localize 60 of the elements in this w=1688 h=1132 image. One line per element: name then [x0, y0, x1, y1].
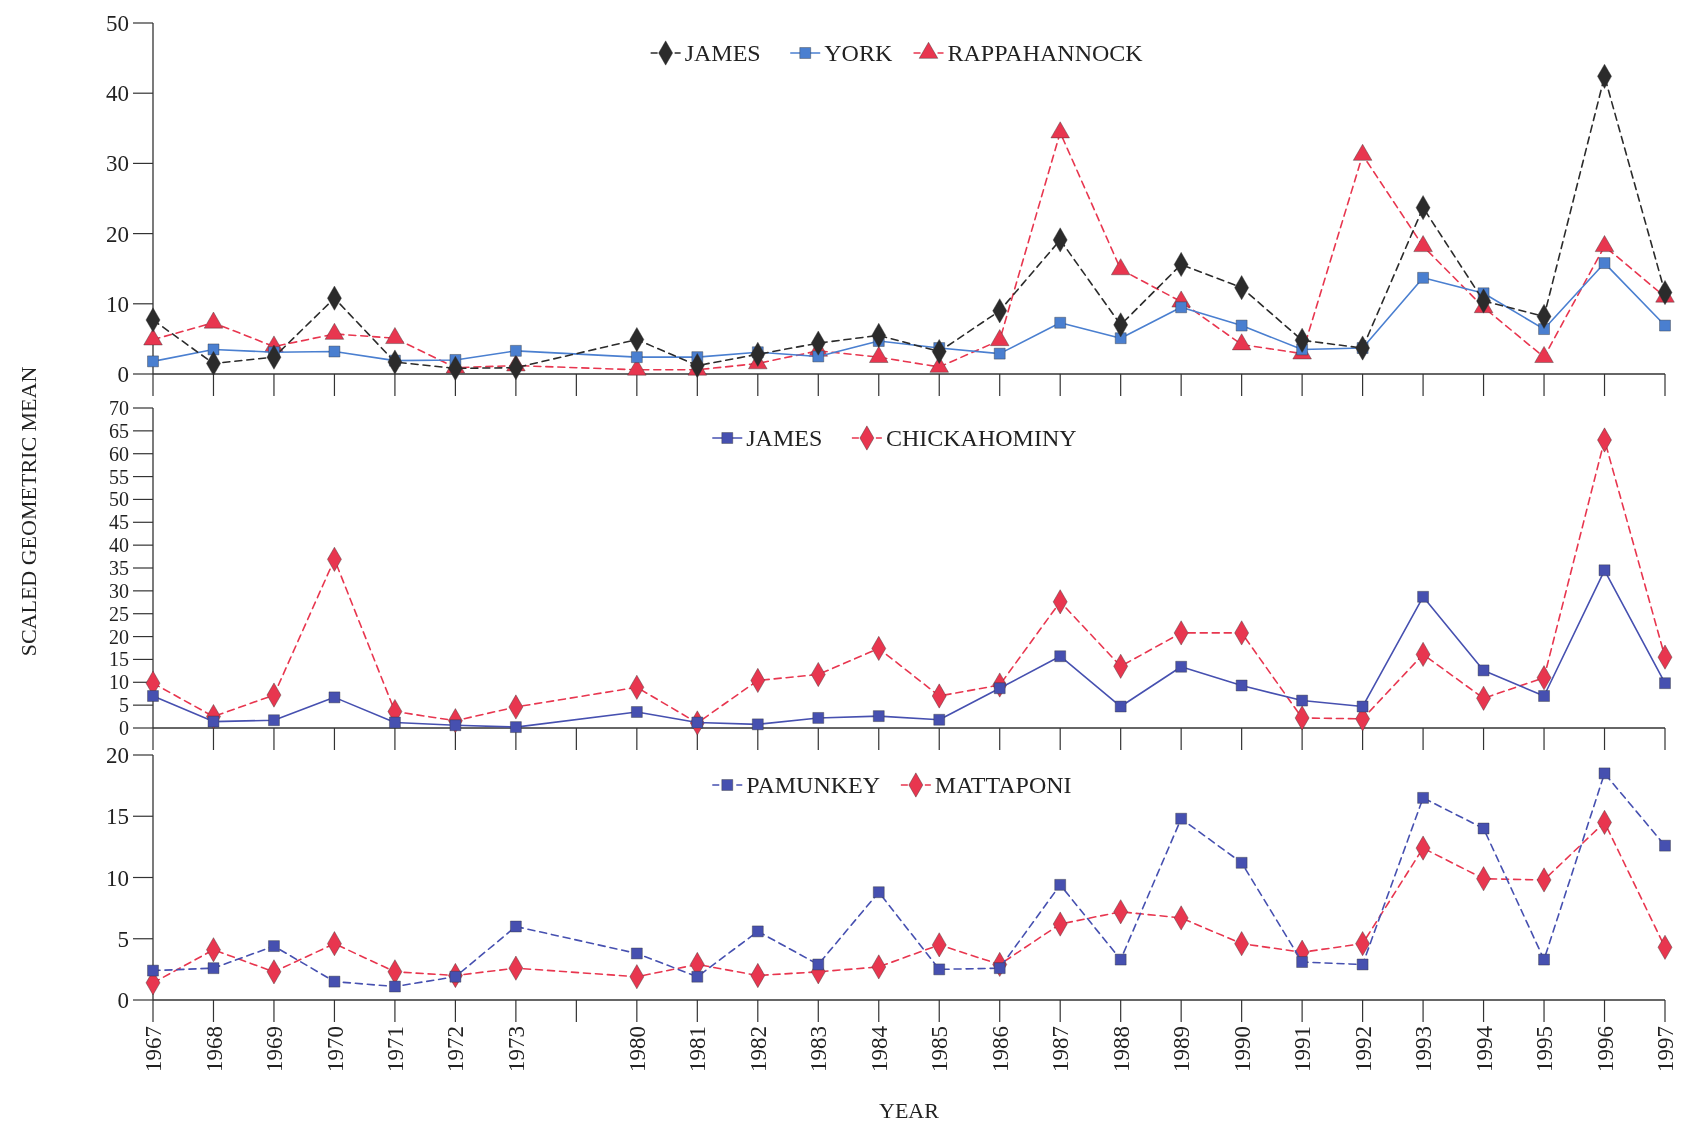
x-tick-label: 1988	[1108, 1026, 1134, 1072]
x-tick-label: 1972	[443, 1026, 469, 1072]
x-tick-label: 1982	[745, 1026, 771, 1072]
x-tick-label: 1987	[1048, 1026, 1074, 1072]
y-tick-label: 0	[117, 362, 129, 388]
x-tick-label: 1984	[866, 1025, 892, 1072]
x-tick-label: 1992	[1350, 1026, 1376, 1072]
y-tick-label: 15	[106, 804, 129, 830]
y-tick-label: 35	[109, 557, 129, 579]
y-tick-label: 45	[109, 511, 129, 534]
y-tick-label: 5	[119, 694, 129, 717]
y-tick-label: 25	[109, 602, 129, 625]
y-tick-label: 55	[109, 465, 129, 488]
x-tick-label: 1990	[1229, 1026, 1255, 1072]
y-tick-label: 20	[106, 221, 129, 247]
x-tick-label: 1981	[685, 1026, 711, 1072]
y-axis-title: SCALED GEOMETRIC MEAN	[16, 366, 41, 657]
y-tick-label: 65	[109, 419, 129, 442]
x-tick-label: 1996	[1592, 1026, 1618, 1072]
y-tick-label: 15	[109, 648, 129, 671]
x-tick-label: 1971	[382, 1026, 408, 1072]
y-tick-label: 30	[106, 151, 129, 177]
x-tick-label: 1968	[201, 1026, 227, 1072]
y-tick-label: 40	[109, 534, 129, 557]
x-tick-label: 1970	[322, 1026, 348, 1072]
y-tick-label: 10	[106, 865, 129, 891]
y-tick-label: 5	[117, 926, 129, 952]
x-tick-label: 1991	[1290, 1026, 1316, 1072]
y-tick-label: 50	[109, 488, 129, 511]
legend-label: JAMES	[746, 425, 823, 452]
legend-label: JAMES	[684, 40, 761, 67]
x-tick-label: 1980	[624, 1026, 650, 1072]
y-tick-label: 70	[109, 397, 129, 419]
y-tick-label: 0	[119, 717, 129, 739]
x-tick-label: 1985	[927, 1026, 953, 1072]
x-tick-label: 1969	[262, 1026, 288, 1072]
legend-label: YORK	[824, 40, 893, 67]
legend-label: CHICKAHOMINY	[885, 425, 1077, 452]
x-tick-label: 1986	[987, 1026, 1013, 1072]
y-tick-label: 60	[109, 442, 129, 465]
y-tick-label: 20	[109, 625, 129, 648]
y-tick-label: 30	[109, 579, 129, 602]
y-tick-label: 10	[109, 671, 129, 694]
x-tick-label: 1993	[1411, 1026, 1437, 1072]
y-tick-label: 40	[106, 81, 129, 107]
y-tick-label: 10	[106, 291, 129, 317]
y-tick-label: 50	[106, 11, 129, 37]
x-tick-label: 1989	[1169, 1026, 1195, 1072]
legend-label: RAPPAHANNOCK	[947, 40, 1144, 67]
y-tick-label: 20	[106, 743, 129, 769]
x-tick-label: 1995	[1532, 1026, 1558, 1072]
y-tick-label: 0	[117, 988, 129, 1014]
legend-label: PAMUNKEY	[746, 772, 881, 799]
legend-label: MATTAPONI	[934, 772, 1072, 799]
x-tick-label: 1997	[1653, 1026, 1679, 1072]
x-tick-label: 1994	[1471, 1025, 1497, 1072]
x-axis-title: YEAR	[879, 1098, 940, 1123]
x-tick-label: 1973	[503, 1026, 529, 1072]
x-tick-label: 1967	[141, 1026, 167, 1072]
x-tick-label: 1983	[806, 1026, 832, 1072]
